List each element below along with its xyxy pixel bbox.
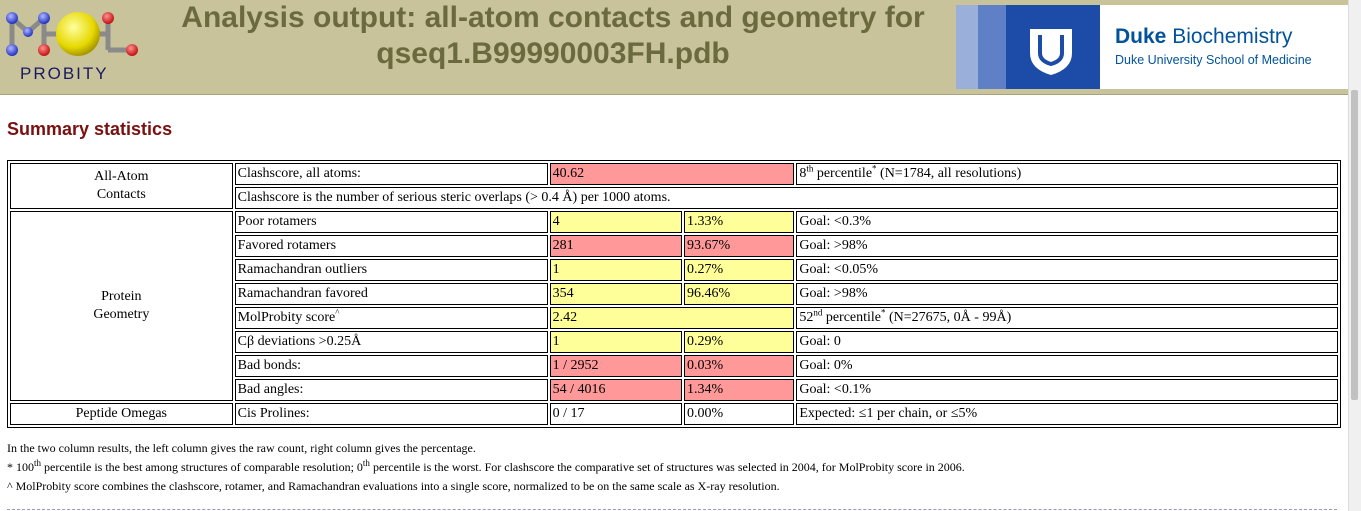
duke-brand-name: Duke Biochemistry <box>1115 25 1293 48</box>
footnote-columns: In the two column results, the left colu… <box>7 441 476 455</box>
clashscore-label: Clashscore, all atoms: <box>234 163 548 185</box>
vertical-scrollbar[interactable] <box>1348 0 1361 511</box>
duke-biochemistry-logo[interactable]: Duke Biochemistry Duke University School… <box>956 5 1348 89</box>
category-peptide-omegas: Peptide Omegas <box>10 403 233 425</box>
molecule-logo-icon <box>6 12 138 56</box>
summary-table: All-Atom Contacts Clashscore, all atoms: … <box>7 160 1341 428</box>
favored-rotamers-goal: Goal: >98% <box>796 235 1338 257</box>
duke-school-name: Duke University School of Medicine <box>1115 53 1312 67</box>
favored-rotamers-label: Favored rotamers <box>234 235 548 257</box>
rama-favored-label: Ramachandran favored <box>234 283 548 305</box>
cbeta-deviations-pct: 0.29% <box>684 331 795 353</box>
bad-angles-goal: Goal: <0.1% <box>796 379 1338 401</box>
bad-angles-label: Bad angles: <box>234 379 548 401</box>
title-line-2: qseq1.B99990003FH.pdb <box>376 37 730 70</box>
favored-rotamers-pct: 93.67% <box>684 235 795 257</box>
cbeta-deviations-label: Cβ deviations >0.25Å <box>234 331 548 353</box>
poor-rotamers-label: Poor rotamers <box>234 211 548 233</box>
cbeta-deviations-count: 1 <box>549 331 682 353</box>
divider <box>7 509 1337 510</box>
page-header: PROBITY Analysis output: all-atom contac… <box>0 0 1349 95</box>
bad-angles-count: 54 / 4016 <box>549 379 682 401</box>
poor-rotamers-pct: 1.33% <box>684 211 795 233</box>
table-row: MolProbity score^ 2.42 52nd percentile* … <box>10 307 1338 329</box>
cis-prolines-count: 0 / 17 <box>549 403 682 425</box>
footnote-molprobity-score: ^ MolProbity score combines the clashsco… <box>7 479 780 493</box>
table-row: Bad bonds: 1 / 2952 0.03% Goal: 0% <box>10 355 1338 377</box>
rama-outliers-label: Ramachandran outliers <box>234 259 548 281</box>
bad-angles-pct: 1.34% <box>684 379 795 401</box>
clashscore-value: 40.62 <box>549 163 795 185</box>
rama-favored-count: 354 <box>549 283 682 305</box>
cis-prolines-pct: 0.00% <box>684 403 795 425</box>
poor-rotamers-goal: Goal: <0.3% <box>796 211 1338 233</box>
rama-outliers-pct: 0.27% <box>684 259 795 281</box>
table-row: Clashscore is the number of serious ster… <box>10 187 1338 209</box>
clashscore-description: Clashscore is the number of serious ster… <box>234 187 1338 209</box>
molprobity-score-value: 2.42 <box>549 307 795 329</box>
molprobity-score-label: MolProbity score^ <box>234 307 548 329</box>
cbeta-deviations-goal: Goal: 0 <box>796 331 1338 353</box>
bad-bonds-label: Bad bonds: <box>234 355 548 377</box>
cis-prolines-label: Cis Prolines: <box>234 403 548 425</box>
rama-outliers-count: 1 <box>549 259 682 281</box>
duke-shield-icon <box>956 5 1100 89</box>
category-protein-geometry: Protein Geometry <box>10 211 233 401</box>
molprobity-logo[interactable]: PROBITY <box>0 4 150 84</box>
table-row: Protein Geometry Poor rotamers 4 1.33% Go… <box>10 211 1338 401</box>
section-title: Summary statistics <box>7 119 173 139</box>
bad-bonds-pct: 0.03% <box>684 355 795 377</box>
table-row: Bad angles: 54 / 4016 1.34% Goal: <0.1% <box>10 379 1338 401</box>
footnote-percentile: * 100th percentile is the best among str… <box>7 458 965 475</box>
category-all-atom: All-Atom Contacts <box>10 163 233 209</box>
footnotes: In the two column results, the left colu… <box>7 439 965 496</box>
rama-favored-pct: 96.46% <box>684 283 795 305</box>
table-row: Peptide Omegas Cis Prolines: 0 / 17 0.00… <box>10 403 1338 425</box>
rama-outliers-goal: Goal: <0.05% <box>796 259 1338 281</box>
rama-favored-goal: Goal: >98% <box>796 283 1338 305</box>
poor-rotamers-count: 4 <box>549 211 682 233</box>
clashscore-percentile: 8th percentile* (N=1784, all resolutions… <box>796 163 1338 185</box>
cis-prolines-expected: Expected: ≤1 per chain, or ≤5% <box>796 403 1338 425</box>
bad-bonds-goal: Goal: 0% <box>796 355 1338 377</box>
table-row: All-Atom Contacts Clashscore, all atoms: … <box>10 163 1338 209</box>
logo-wordmark: PROBITY <box>20 64 109 83</box>
favored-rotamers-count: 281 <box>549 235 682 257</box>
table-row: Cβ deviations >0.25Å 1 0.29% Goal: 0 <box>10 331 1338 353</box>
title-line-1: Analysis output: all-atom contacts and g… <box>181 1 925 34</box>
page-title: Analysis output: all-atom contacts and g… <box>150 0 956 72</box>
table-row: Ramachandran outliers 1 0.27% Goal: <0.0… <box>10 259 1338 281</box>
table-row: Ramachandran favored 354 96.46% Goal: >9… <box>10 283 1338 305</box>
molprobity-score-percentile: 52nd percentile* (N=27675, 0Å - 99Å) <box>796 307 1338 329</box>
bad-bonds-count: 1 / 2952 <box>549 355 682 377</box>
table-row: Favored rotamers 281 93.67% Goal: >98% <box>10 235 1338 257</box>
scrollbar-thumb[interactable] <box>1351 90 1358 400</box>
